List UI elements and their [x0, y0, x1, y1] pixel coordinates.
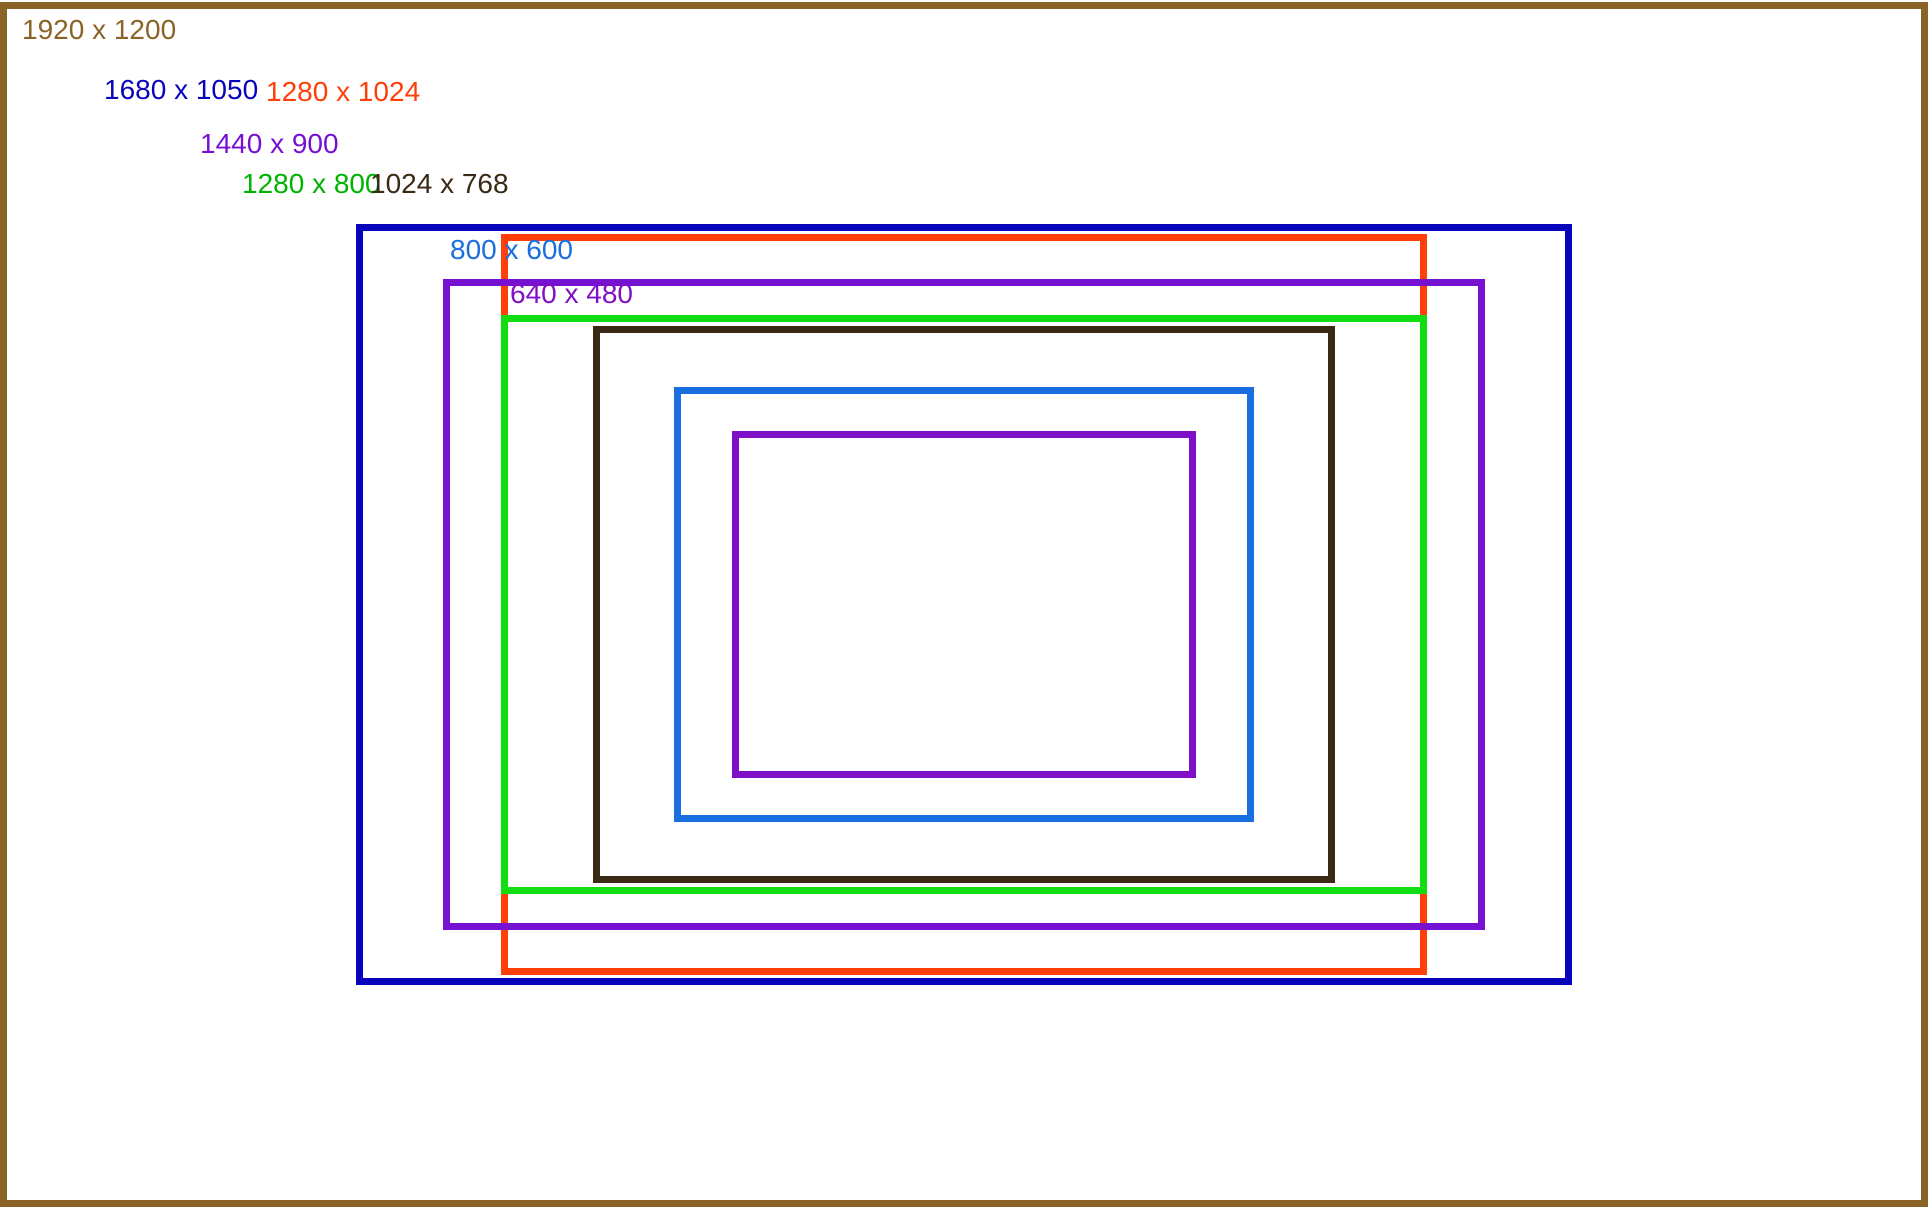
label-640x480: 640 x 480	[510, 278, 633, 310]
label-800x600: 800 x 600	[450, 234, 573, 266]
label-1024x768: 1024 x 768	[370, 168, 509, 200]
label-1920x1200: 1920 x 1200	[22, 14, 176, 46]
label-1680x1050: 1680 x 1050	[104, 74, 258, 106]
resolution-diagram: 1920 x 1200 1680 x 1050 1280 x 1024 1440…	[0, 0, 1928, 1209]
label-1280x1024: 1280 x 1024	[266, 76, 420, 108]
label-1440x900: 1440 x 900	[200, 128, 339, 160]
box-640x480	[732, 431, 1195, 779]
label-1280x800: 1280 x 800	[242, 168, 381, 200]
